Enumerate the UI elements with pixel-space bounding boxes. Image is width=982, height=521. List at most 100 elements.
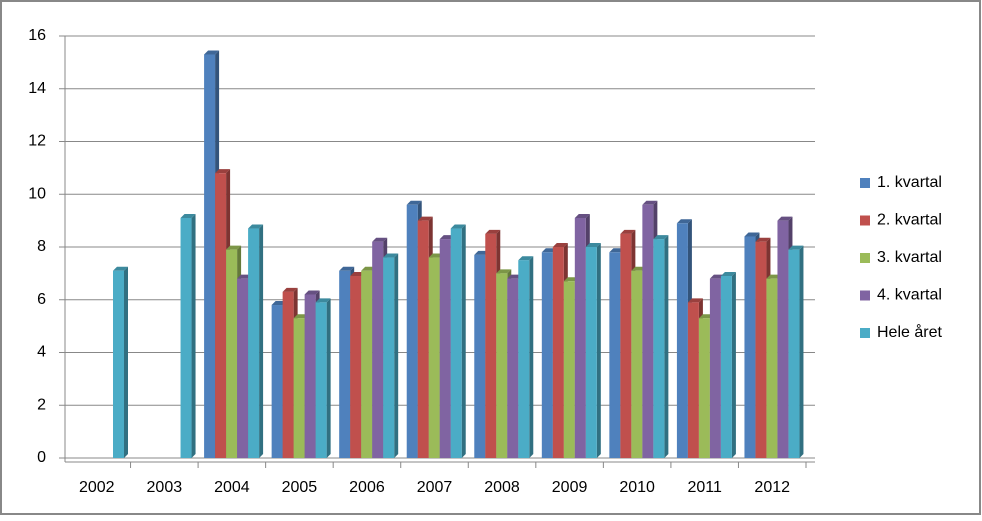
- bar: [698, 318, 710, 458]
- legend-label: 2. kvartal: [877, 212, 942, 229]
- bar: [237, 278, 249, 458]
- bar-top: [417, 216, 433, 221]
- bar-top: [642, 200, 658, 205]
- bar: [304, 294, 316, 458]
- bar-top: [406, 200, 422, 205]
- bar: [180, 217, 192, 458]
- bar: [766, 278, 778, 458]
- legend-label: 1. kvartal: [877, 174, 942, 191]
- x-tick-label: 2003: [147, 479, 183, 496]
- y-tick-label: 0: [37, 449, 46, 466]
- bar: [383, 257, 395, 458]
- bar-side: [461, 224, 466, 458]
- y-tick-label: 12: [28, 133, 46, 150]
- bar: [653, 239, 665, 458]
- legend-swatch: [860, 215, 870, 226]
- y-tick-label: 4: [37, 344, 46, 361]
- bar: [585, 247, 597, 458]
- bar-top: [204, 50, 220, 55]
- bar-side: [394, 253, 399, 458]
- bar-top: [687, 298, 703, 303]
- bar: [450, 228, 462, 458]
- x-tick-label: 2008: [484, 479, 520, 496]
- bar-top: [383, 253, 399, 258]
- bar: [204, 54, 216, 459]
- y-tick-label: 10: [28, 185, 46, 202]
- legend-label: 3. kvartal: [877, 249, 942, 266]
- legend-swatch: [860, 178, 870, 188]
- bar-side: [664, 235, 669, 458]
- bar: [744, 236, 756, 458]
- bar: [609, 252, 621, 458]
- bar: [361, 270, 373, 458]
- bar: [474, 254, 486, 458]
- legend-swatch: [860, 253, 870, 263]
- bar: [406, 204, 418, 458]
- bar: [293, 318, 305, 458]
- y-tick-label: 2: [37, 396, 46, 413]
- bar-side: [799, 245, 804, 458]
- legend-swatch: [860, 328, 870, 338]
- legend-label: Hele året: [877, 323, 942, 341]
- bar-side: [529, 256, 534, 458]
- bar: [574, 217, 586, 458]
- bar-top: [585, 243, 601, 247]
- bar-top: [552, 243, 568, 247]
- y-tick-label: 8: [37, 238, 46, 255]
- bar: [620, 233, 632, 458]
- bar-top: [720, 272, 736, 277]
- bar: [541, 252, 553, 458]
- bar: [485, 233, 497, 458]
- bar-top: [372, 237, 388, 242]
- bar-top: [226, 245, 242, 250]
- bar: [215, 173, 227, 458]
- bar-top: [248, 224, 264, 229]
- bar-side: [191, 213, 196, 458]
- bar: [518, 260, 530, 458]
- x-tick-label: 2005: [282, 479, 318, 496]
- bar-top: [180, 213, 196, 218]
- bar-top: [788, 245, 804, 250]
- bar: [417, 220, 429, 458]
- bar-side: [259, 224, 264, 458]
- bar-top: [653, 235, 669, 240]
- bar: [315, 302, 327, 458]
- bar-top: [339, 266, 355, 271]
- bar-side: [124, 266, 128, 458]
- bar: [372, 241, 384, 458]
- bar: [339, 270, 351, 458]
- y-tick-label: 16: [28, 27, 46, 44]
- bar: [248, 228, 260, 458]
- bar-top: [485, 229, 501, 234]
- bar-top: [450, 224, 466, 229]
- y-tick-label: 6: [37, 291, 46, 308]
- bar: [642, 204, 654, 458]
- bar: [755, 241, 767, 458]
- bar-top: [315, 298, 331, 303]
- x-tick-label: 2009: [552, 479, 588, 496]
- bar-side: [326, 298, 331, 458]
- bar-top: [744, 232, 760, 237]
- bar: [439, 239, 451, 458]
- x-tick-label: 2002: [79, 479, 115, 496]
- bar-top: [518, 256, 534, 261]
- bar: [788, 249, 800, 458]
- bar-top: [282, 287, 298, 292]
- bar-top: [113, 266, 128, 271]
- bar-top: [574, 213, 590, 218]
- legend-label: 4. kvartal: [877, 287, 942, 304]
- bar: [428, 257, 440, 458]
- bar: [226, 249, 238, 458]
- bar: [282, 291, 294, 458]
- bar-top: [777, 216, 793, 221]
- bar: [676, 223, 688, 458]
- bar: [709, 278, 721, 458]
- x-tick-label: 2007: [417, 479, 453, 496]
- y-tick-label: 14: [28, 80, 46, 97]
- bar: [720, 276, 732, 458]
- bar-top: [215, 169, 231, 174]
- bar-side: [731, 272, 736, 458]
- legend-swatch: [860, 290, 870, 301]
- x-tick-label: 2010: [619, 479, 655, 496]
